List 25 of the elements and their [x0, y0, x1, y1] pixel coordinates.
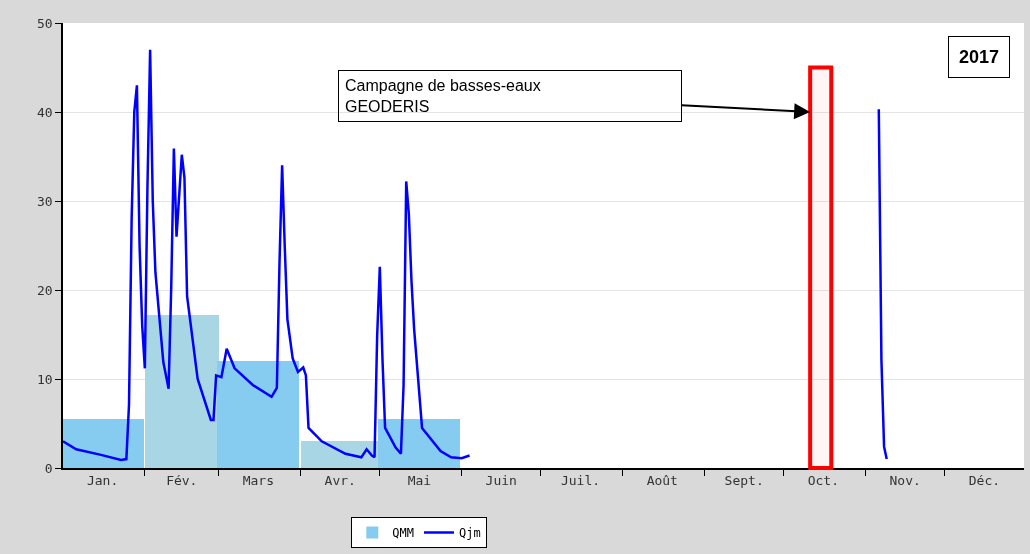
y-tick-label: 10 [36, 371, 53, 387]
legend-label: QMM [392, 526, 414, 541]
x-tick-label: Jan. [86, 473, 119, 489]
y-tick-label: 30 [36, 193, 53, 209]
x-tick-label: Fév. [166, 473, 198, 489]
bar [217, 361, 299, 468]
x-tick-label: Oct. [807, 473, 840, 489]
y-tick-label: 0 [44, 460, 53, 476]
x-tick-label: Mai [407, 473, 432, 489]
x-tick-label: Nov. [889, 473, 921, 489]
y-tick-label: 20 [36, 282, 53, 298]
x-tick-label: Août [646, 473, 678, 489]
bar [378, 419, 460, 468]
legend-label: Qjm [458, 526, 481, 541]
bar [63, 419, 144, 468]
x-tick-label: Avr. [324, 473, 356, 489]
x-tick-label: Juin [485, 473, 517, 489]
x-tick-label: Juil. [560, 473, 601, 489]
x-tick-label: Déc. [968, 473, 1001, 489]
x-tick-label: Sept. [724, 473, 764, 489]
y-tick-label: 40 [36, 104, 53, 120]
y-tick-label: 50 [36, 15, 53, 31]
annotation: Campagne de basses-eaux GEODERIS [345, 77, 541, 115]
text: 2017 [959, 47, 1000, 67]
x-tick-label: Mars [242, 473, 275, 489]
